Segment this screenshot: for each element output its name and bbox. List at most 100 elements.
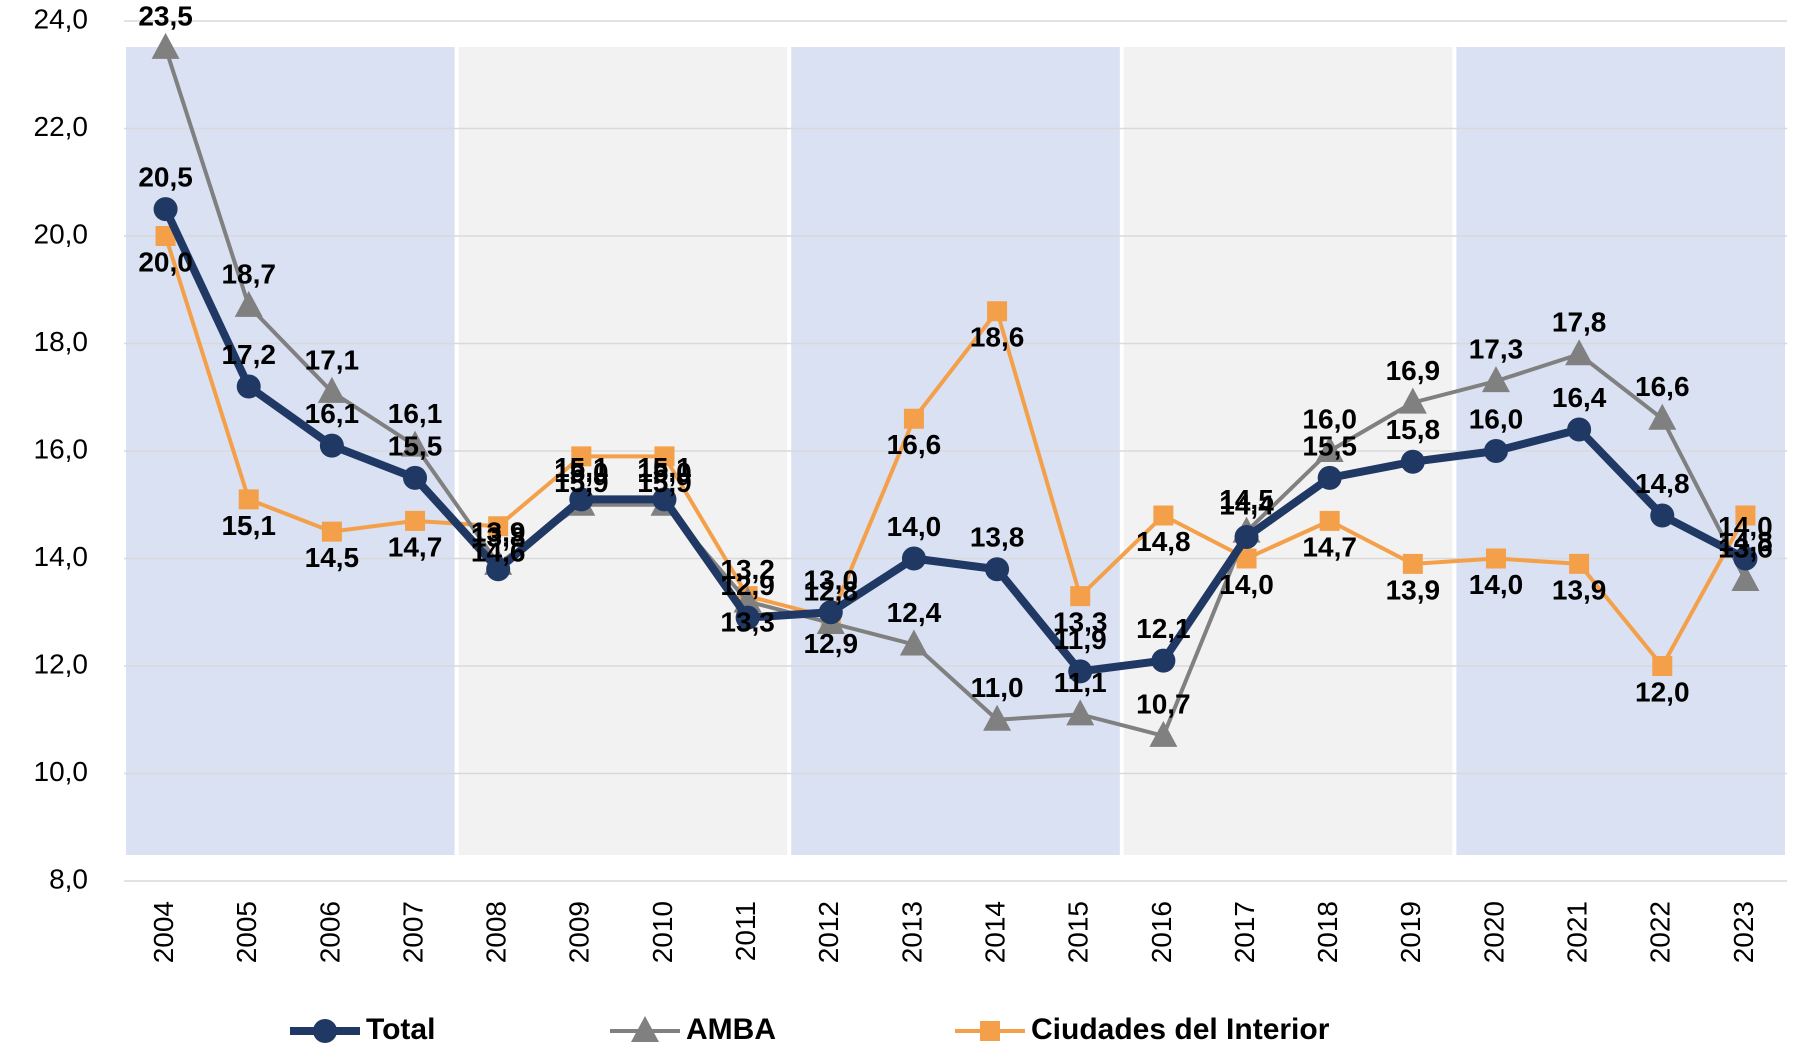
point	[901, 546, 926, 571]
point	[1731, 565, 1760, 591]
point	[317, 376, 346, 403]
point	[1400, 449, 1425, 474]
y-tick-label: 16,0	[34, 433, 89, 464]
data-label: 15,1	[221, 510, 276, 541]
data-label: 10,7	[1136, 688, 1191, 719]
point	[985, 557, 1010, 582]
data-label: 17,2	[221, 339, 276, 370]
data-label: 12,1	[1136, 613, 1191, 644]
point	[1070, 586, 1091, 607]
data-label: 14,8	[1635, 468, 1690, 499]
data-label: 11,9	[1054, 624, 1107, 655]
data-label: 15,1	[554, 452, 609, 483]
data-label: 12,4	[887, 597, 942, 628]
legend-label: Total	[366, 1013, 435, 1046]
point	[1481, 366, 1510, 393]
x-tick-label: 2007	[397, 901, 428, 963]
data-label: 16,0	[1469, 403, 1524, 434]
point	[1234, 525, 1259, 549]
series-line	[163, 47, 1748, 738]
y-tick-label: 24,0	[34, 3, 89, 34]
data-label: 14,4	[1219, 489, 1274, 520]
data-label: 15,9	[637, 467, 692, 498]
data-label: 13,2	[720, 554, 775, 585]
data-label: 15,1	[637, 452, 692, 483]
point	[1153, 505, 1174, 526]
x-tick-label: 2019	[1395, 901, 1426, 963]
point	[321, 521, 342, 542]
data-label: 13,6	[1718, 532, 1773, 563]
data-label: 16,0	[1302, 403, 1357, 434]
x-tick-label: 2012	[813, 901, 844, 963]
legend-marker	[313, 1019, 337, 1043]
point	[1149, 720, 1178, 747]
point	[1650, 503, 1675, 528]
data-label: 14,0	[887, 511, 942, 542]
point	[153, 197, 178, 222]
point	[405, 510, 426, 531]
point	[735, 605, 760, 630]
point	[1652, 656, 1673, 676]
data-label: 14,6	[471, 537, 526, 568]
y-tick-label: 14,0	[34, 541, 89, 572]
data-label: 16,1	[388, 398, 443, 429]
data-label: 17,1	[305, 344, 360, 375]
data-label: 14,5	[1219, 484, 1274, 515]
data-label: 13,8	[970, 522, 1025, 553]
data-label: 15,8	[1386, 414, 1441, 445]
data-label: 15,5	[388, 430, 443, 461]
x-tick-label: 2011	[730, 901, 761, 961]
point	[818, 600, 843, 625]
point	[1319, 510, 1340, 531]
x-tick-label: 2010	[647, 901, 678, 963]
data-label: 16,1	[305, 398, 360, 429]
x-tick-label: 2018	[1312, 901, 1343, 963]
point	[1648, 403, 1677, 430]
point	[899, 629, 928, 656]
data-label: 13,9	[1552, 574, 1607, 605]
data-label: 20,0	[138, 246, 193, 277]
point	[1485, 548, 1506, 569]
point	[1398, 387, 1427, 414]
x-tick-label: 2005	[231, 901, 262, 963]
legend-marker	[631, 1016, 659, 1042]
data-label: 14,8	[1718, 526, 1773, 557]
y-tick-label: 20,0	[34, 218, 89, 249]
data-label: 15,0	[637, 457, 692, 488]
data-label: 14,7	[388, 531, 443, 562]
data-label: 16,6	[1635, 371, 1690, 402]
point	[401, 430, 430, 457]
point	[987, 301, 1008, 322]
data-label: 13,9	[471, 516, 526, 547]
point	[151, 32, 180, 59]
data-label: 14,7	[1302, 531, 1357, 562]
point	[1567, 417, 1592, 442]
point	[236, 374, 261, 399]
point	[983, 704, 1012, 731]
point	[1236, 548, 1257, 569]
data-label: 15,5	[1302, 430, 1357, 461]
point	[486, 557, 511, 582]
data-label: 16,9	[1386, 355, 1441, 386]
point	[571, 446, 592, 467]
x-tick-label: 2020	[1478, 901, 1509, 963]
data-label: 14,0	[1219, 569, 1274, 600]
y-tick-label: 12,0	[34, 648, 89, 679]
point	[569, 487, 594, 512]
data-label: 23,5	[138, 0, 193, 31]
point	[1569, 553, 1590, 574]
y-tick-label: 10,0	[34, 756, 89, 787]
point	[652, 487, 677, 512]
data-label: 14,5	[305, 542, 360, 573]
point	[234, 290, 263, 317]
data-label: 13,0	[804, 565, 859, 596]
x-tick-label: 2004	[148, 901, 179, 963]
data-label: 12,9	[720, 570, 775, 601]
point	[1735, 505, 1756, 526]
point	[1402, 553, 1423, 574]
data-label: 13,9	[1386, 574, 1441, 605]
data-label: 13,3	[1053, 607, 1108, 638]
x-tick-label: 2006	[314, 901, 345, 963]
x-tick-label: 2017	[1229, 901, 1260, 963]
